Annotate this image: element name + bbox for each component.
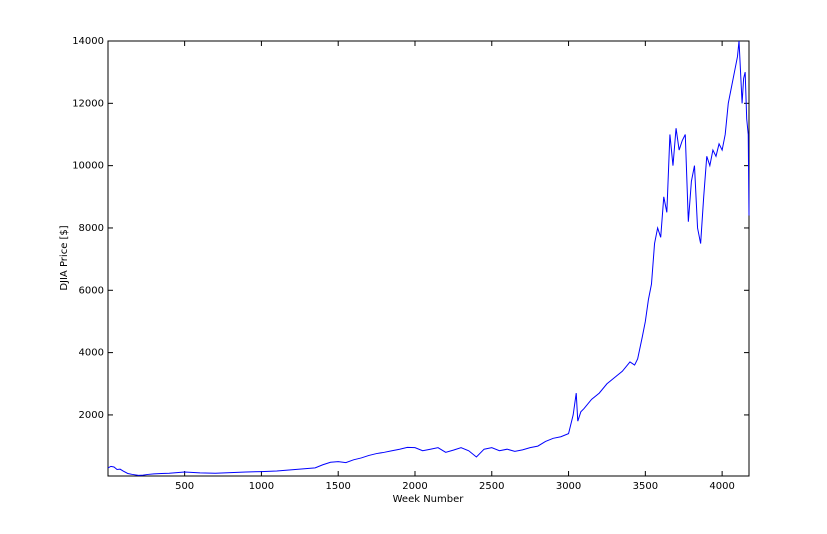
x-tick-label: 2000 [402, 481, 427, 492]
y-tick-label: 4000 [79, 348, 104, 359]
x-tick-label: 1500 [325, 481, 350, 492]
price-line [107, 40, 750, 476]
x-tick-label: 3000 [556, 481, 581, 492]
x-tick-label: 3500 [633, 481, 658, 492]
y-tick-label: 2000 [79, 410, 104, 421]
y-tick-label: 12000 [72, 98, 104, 109]
x-tick-label: 500 [175, 481, 194, 492]
plot-frame [107, 40, 750, 477]
y-tick-label: 6000 [79, 285, 104, 296]
y-tick-label: 8000 [79, 223, 104, 234]
x-tick-label: 2500 [479, 481, 504, 492]
y-axis-label: DJIA Price [$] [59, 225, 70, 290]
x-tick-label: 4000 [709, 481, 734, 492]
y-tick-label: 14000 [72, 36, 104, 47]
y-tick-label: 10000 [72, 161, 104, 172]
x-tick-label: 1000 [249, 481, 274, 492]
x-axis-label: Week Number [393, 494, 465, 505]
